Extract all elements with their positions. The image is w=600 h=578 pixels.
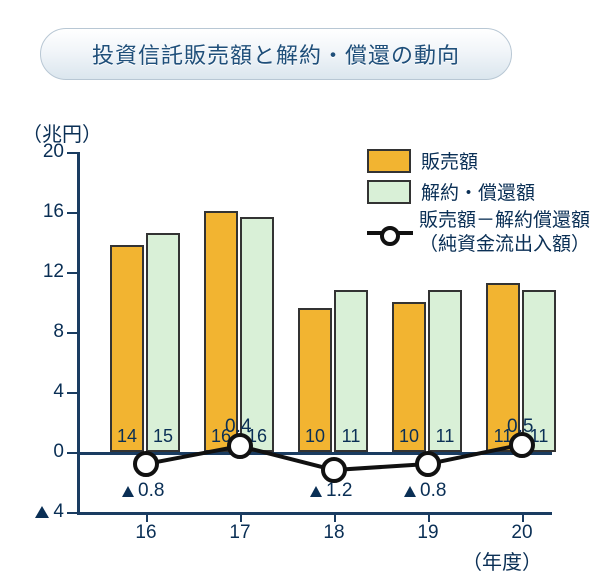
y-tick	[67, 332, 77, 334]
x-tick	[240, 512, 242, 522]
bar-redeem-19: 11	[428, 290, 462, 452]
net-label-19: 0.8	[404, 480, 446, 502]
net-label-18: 1.2	[310, 480, 352, 502]
x-tick	[334, 512, 336, 522]
plot-area: 20 16 12 8 4 0 4 14 15 16 16 10 11 10 11…	[77, 152, 552, 512]
y-tick	[67, 512, 77, 514]
x-tick	[522, 512, 524, 522]
net-label-17: 0.4	[225, 416, 251, 438]
x-tick	[428, 512, 430, 522]
y-tick-label: 0	[14, 441, 64, 463]
y-tick	[67, 152, 77, 154]
x-tick	[146, 512, 148, 522]
net-label-20: 0.5	[507, 416, 533, 438]
x-tick-label: 16	[101, 522, 191, 544]
y-tick-label: 20	[14, 141, 64, 163]
y-tick-label: 12	[14, 261, 64, 283]
y-axis	[77, 152, 80, 512]
net-marker-16	[133, 451, 159, 477]
bar-sales-19: 10	[392, 302, 426, 452]
triangle-icon	[122, 486, 134, 497]
bar-redeem-16: 15	[146, 233, 180, 452]
triangle-icon	[310, 486, 322, 497]
x-tick-label: 20	[477, 522, 567, 544]
y-tick-label: 16	[14, 201, 64, 223]
x-tick-label: 17	[195, 522, 285, 544]
y-tick	[67, 452, 77, 454]
chart-title: 投資信託販売額と解約・償還の動向	[40, 28, 512, 80]
x-tick-label: 18	[289, 522, 379, 544]
y-tick	[67, 392, 77, 394]
net-label-16: 0.8	[122, 480, 164, 502]
x-axis-unit: （年度）	[462, 546, 542, 575]
y-tick-label: 4	[14, 501, 64, 523]
bar-sales-18: 10	[298, 308, 332, 452]
x-axis-bottom	[77, 512, 552, 515]
x-tick-label: 19	[383, 522, 473, 544]
y-tick-label: 4	[14, 381, 64, 403]
triangle-icon	[404, 486, 416, 497]
bar-redeem-18: 11	[334, 290, 368, 452]
net-marker-19	[415, 451, 441, 477]
triangle-icon	[35, 506, 49, 518]
y-tick-label: 8	[14, 321, 64, 343]
chart-container: （兆円） 販売額 解約・償還額 販売額－解約償還額 （純資金流出入額）	[22, 112, 582, 564]
y-tick	[67, 272, 77, 274]
bar-sales-16: 14	[110, 245, 144, 452]
y-tick	[67, 212, 77, 214]
